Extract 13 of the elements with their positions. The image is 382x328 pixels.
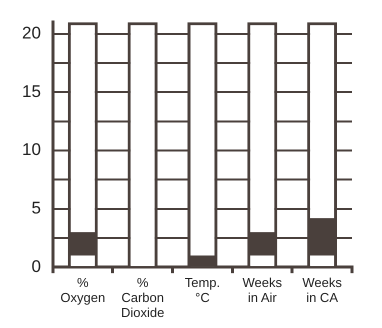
y-tick-label: 10 xyxy=(22,140,41,160)
bar xyxy=(70,232,96,256)
x-tick-label: % Oxygen xyxy=(60,275,106,306)
bar xyxy=(310,218,335,256)
bar xyxy=(250,232,275,256)
y-tick-label: 5 xyxy=(31,198,41,218)
y-tick-label: 0 xyxy=(31,256,41,276)
y-tick-label: 15 xyxy=(22,82,41,101)
x-tick-label: Weeks in CA xyxy=(302,275,342,306)
x-tick-label: % Carbon Dioxide xyxy=(120,275,164,320)
y-tick-label: 20 xyxy=(22,24,41,43)
x-tick-label: Temp. °C xyxy=(184,275,220,306)
x-tick-label: Weeks in Air xyxy=(242,275,283,306)
